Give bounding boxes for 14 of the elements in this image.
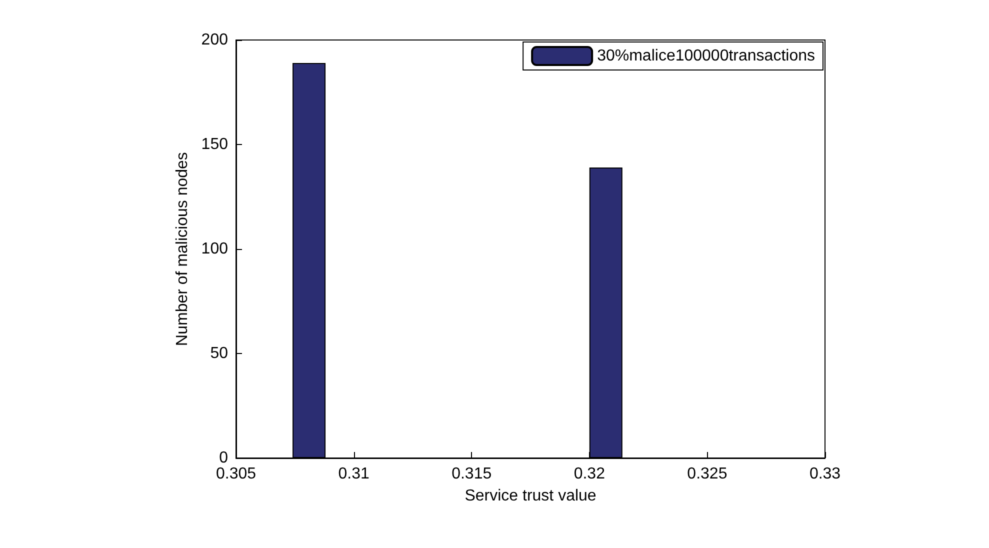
y-tick-label: 200 [201,32,228,48]
x-tick-label: 0.325 [687,466,728,482]
x-axis-title: Service trust value [464,488,596,504]
x-tick-label: 0.32 [574,466,606,482]
x-tick-label: 0.33 [809,466,841,482]
x-tick-label: 0.315 [452,466,492,482]
x-tick-label: 0.31 [338,466,370,482]
legend-label: 30%malice100000transactions [597,48,816,64]
x-tick-label: 0.305 [216,466,256,482]
y-tick-label: 50 [210,345,228,362]
y-axis-title: Number of malicious nodes [174,152,191,346]
y-tick-label: 0 [219,450,228,466]
y-tick-label: 100 [201,240,228,258]
y-tick-label: 150 [201,136,228,153]
